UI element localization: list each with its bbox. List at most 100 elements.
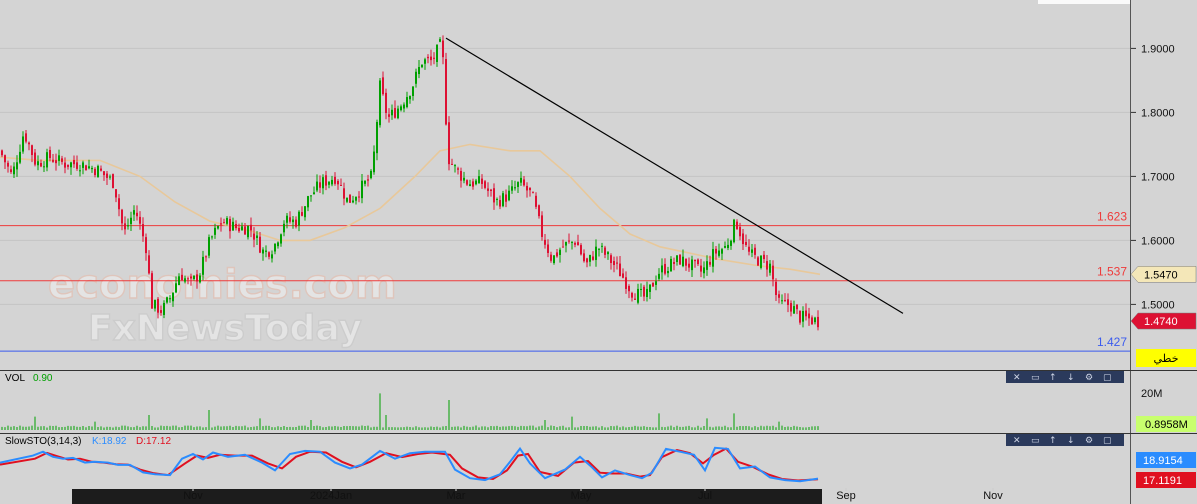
candle-body (139, 216, 141, 224)
candle-body (397, 108, 399, 119)
candle-body (652, 282, 654, 287)
time-scrollbar[interactable] (72, 489, 822, 504)
candle-body (10, 169, 12, 173)
time-tick-label: Jul (698, 490, 712, 502)
candle-body (394, 107, 396, 118)
candle-body (112, 174, 114, 188)
close-icon: ✕ (1013, 436, 1021, 446)
candle-body (424, 59, 426, 64)
candle-body (487, 188, 489, 191)
candle-body (289, 217, 291, 222)
stochastic-lines (0, 446, 819, 483)
candle-body (193, 275, 195, 280)
candle-body (31, 145, 33, 156)
candle-body (85, 165, 87, 171)
candle-body (514, 187, 516, 189)
candle-body (391, 109, 393, 116)
candle-body (475, 180, 477, 185)
candle-body (670, 258, 672, 272)
candle-body (637, 288, 639, 303)
linear-label-box[interactable] (1136, 349, 1196, 367)
candle-body (733, 219, 735, 243)
volume-tick: 20M (1141, 388, 1162, 400)
volume-toolbar[interactable]: ✕ ▭ ↑ ↓ ⚙ ▢ (1006, 371, 1124, 383)
candle-body (415, 71, 417, 84)
candle-body (364, 180, 366, 184)
volume-pane[interactable] (0, 371, 1130, 433)
candle-body (697, 259, 699, 265)
candle-body (463, 177, 465, 181)
stoch-d-tag-box (1136, 472, 1196, 488)
candle-body (283, 223, 285, 233)
candle-body (430, 56, 432, 61)
watermark: economies.com FxNewsToday (47, 261, 397, 349)
candle-body (52, 159, 54, 162)
candle-body (814, 317, 816, 323)
candle-body (94, 168, 96, 176)
settings-icon: ⚙ (1085, 373, 1093, 383)
candle-body (805, 310, 807, 317)
candle-body (484, 181, 486, 188)
candle-body (361, 180, 363, 199)
candle-body (676, 255, 678, 263)
candle-body (247, 225, 249, 238)
stoch-k-value: K:18.92 (92, 436, 127, 447)
candle-body (532, 192, 534, 194)
candle-body (466, 180, 468, 185)
candle-body (646, 288, 648, 298)
candle-body (58, 155, 60, 161)
candle-body (562, 246, 564, 248)
candle-body (511, 186, 513, 191)
candle-body (598, 248, 600, 250)
candle-body (28, 142, 30, 145)
candle-body (241, 226, 243, 231)
candle-body (295, 219, 297, 227)
candle-body (553, 255, 555, 264)
candle-body (301, 212, 303, 216)
candle-body (271, 254, 273, 259)
candle-body (151, 273, 153, 309)
candle-body (793, 306, 795, 314)
candle-body (82, 162, 84, 168)
candle-body (163, 302, 165, 315)
watermark-line1: economies.com (48, 262, 397, 308)
candle-body (610, 255, 612, 264)
close-icon: ✕ (1013, 373, 1021, 383)
candle-body (619, 263, 621, 277)
candle-body (229, 218, 231, 232)
candle-body (226, 218, 228, 224)
candle-body (625, 277, 627, 289)
candle-body (214, 227, 216, 235)
candle-body (121, 209, 123, 224)
candle-body (379, 80, 381, 126)
candle-body (13, 166, 15, 175)
candle-body (352, 200, 354, 203)
candle-body (445, 59, 447, 125)
stoch-toolbar[interactable]: ✕ ▭ ↑ ↓ ⚙ ▢ (1006, 434, 1124, 446)
candle-body (325, 175, 327, 186)
candle-body (205, 256, 207, 258)
candle-body (25, 133, 27, 142)
support-1-label: 1.427 (1097, 335, 1127, 349)
top-scroll-strip[interactable] (1038, 0, 1130, 4)
trendline[interactable] (445, 37, 904, 314)
candle-body (706, 261, 708, 270)
candle-body (502, 193, 504, 207)
candle-body (316, 181, 318, 191)
candle-body (277, 242, 279, 247)
candle-body (223, 222, 225, 224)
candle-body (691, 259, 693, 271)
candle-body (286, 215, 288, 223)
candle-body (601, 245, 603, 247)
restore-icon: ▢ (1103, 436, 1112, 446)
main-pane[interactable] (0, 0, 1130, 366)
candle-body (667, 270, 669, 274)
candle-body (220, 223, 222, 225)
candle-body (739, 226, 741, 237)
candle-body (679, 254, 681, 265)
moving-average-line (0, 143, 821, 276)
candle-body (721, 249, 723, 254)
candle-body (22, 136, 24, 152)
candle-body (346, 197, 348, 202)
